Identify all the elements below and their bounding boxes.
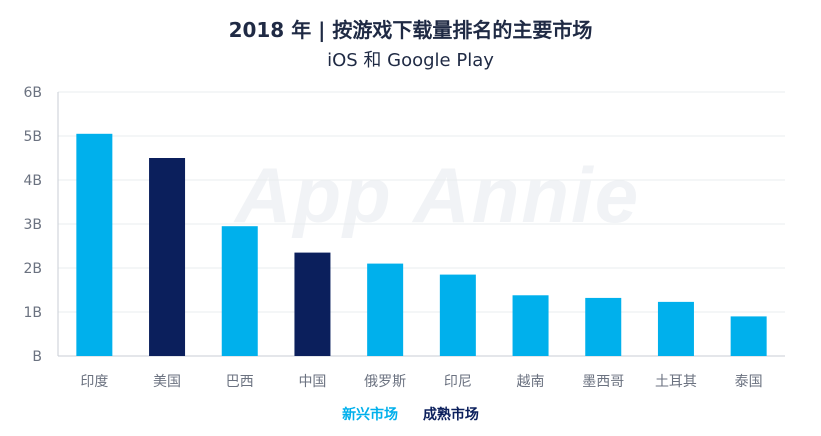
x-tick-label: 印度: [80, 374, 108, 390]
x-tick-label: 墨西哥: [582, 374, 624, 390]
legend-mature: 成熟市场: [422, 407, 479, 423]
y-tick-label: 5B: [23, 129, 42, 145]
x-tick-label: 巴西: [226, 374, 254, 390]
bar: [149, 158, 186, 356]
bar: [221, 226, 258, 356]
y-tick-label: 6B: [23, 85, 42, 101]
bar: [367, 263, 404, 356]
legend-emerging: 新兴市场: [342, 407, 399, 423]
bar: [439, 274, 476, 356]
bar: [512, 295, 549, 356]
bar: [294, 252, 331, 356]
legend: 新兴市场 成熟市场: [0, 404, 821, 424]
y-tick-label: 2B: [23, 261, 42, 277]
y-tick-label: 4B: [23, 173, 42, 189]
y-tick-label: 3B: [23, 217, 42, 233]
x-tick-label: 土耳其: [655, 374, 697, 390]
y-tick-label: B: [32, 349, 42, 365]
x-tick-label: 印尼: [444, 374, 472, 390]
x-tick-label: 美国: [153, 374, 181, 390]
bar: [585, 297, 622, 356]
x-tick-label: 越南: [517, 374, 545, 390]
chart-title: 2018 年 | 按游戏下载量排名的主要市场: [228, 18, 593, 42]
x-tick-label: 俄罗斯: [364, 374, 406, 390]
bar: [657, 301, 694, 356]
x-tick-label: 泰国: [735, 374, 763, 390]
y-tick-label: 1B: [23, 305, 42, 321]
chart-subtitle: iOS 和 Google Play: [327, 50, 494, 71]
bar: [730, 316, 767, 356]
bar: [76, 133, 113, 356]
x-tick-label: 中国: [298, 374, 326, 390]
